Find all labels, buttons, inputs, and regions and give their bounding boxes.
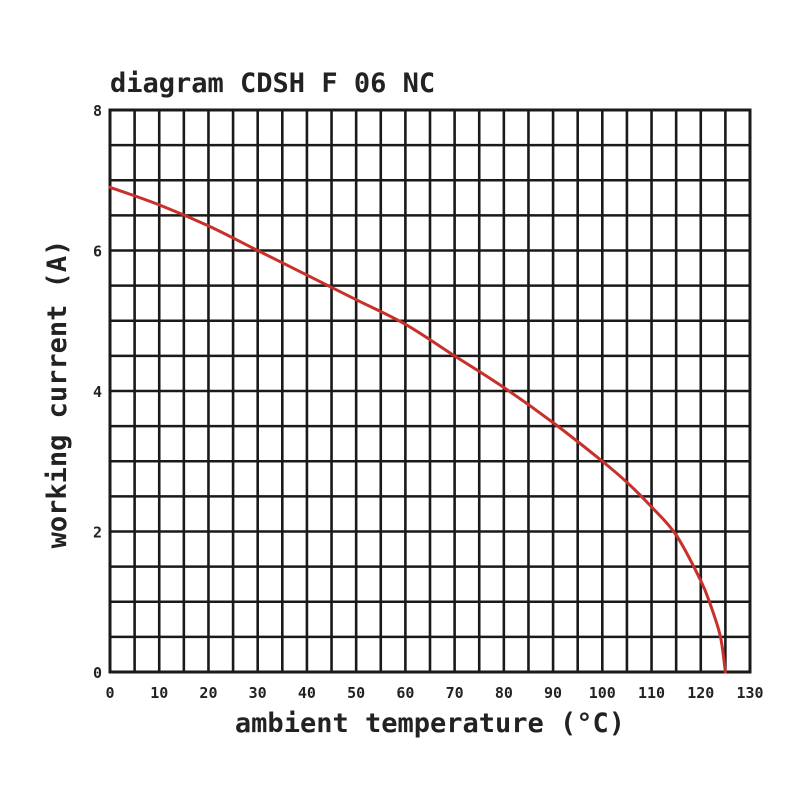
y-tick-label: 6 <box>93 243 102 261</box>
grid <box>110 110 750 672</box>
x-axis-label: ambient temperature (°C) <box>235 708 625 739</box>
y-tick-label: 2 <box>93 524 102 542</box>
series-line-0 <box>108 185 727 674</box>
x-tick-label: 50 <box>347 684 365 702</box>
y-tick-label: 0 <box>93 664 102 682</box>
x-tick-label: 70 <box>446 684 464 702</box>
y-axis-ticks: 0 2 4 6 8 <box>93 102 102 682</box>
x-tick-label: 120 <box>687 684 714 702</box>
y-tick-label: 8 <box>93 102 102 120</box>
y-axis-label: working current (A) <box>42 240 73 549</box>
plot-frame <box>108 108 752 674</box>
x-tick-label: 0 <box>105 684 114 702</box>
x-axis-ticks: 0 10 20 30 40 50 60 70 80 90 100 110 120 130 <box>105 684 763 702</box>
x-tick-label: 80 <box>495 684 513 702</box>
series-layer <box>108 185 727 674</box>
x-tick-label: 60 <box>396 684 414 702</box>
x-tick-label: 10 <box>150 684 168 702</box>
x-tick-label: 40 <box>298 684 316 702</box>
x-tick-label: 130 <box>736 684 763 702</box>
y-tick-label: 4 <box>93 383 102 401</box>
x-tick-label: 100 <box>589 684 616 702</box>
x-tick-label: 30 <box>249 684 267 702</box>
x-tick-label: 20 <box>199 684 217 702</box>
x-tick-label: 110 <box>638 684 665 702</box>
x-tick-label: 90 <box>544 684 562 702</box>
chart-title: diagram CDSH F 06 NC <box>110 68 435 99</box>
